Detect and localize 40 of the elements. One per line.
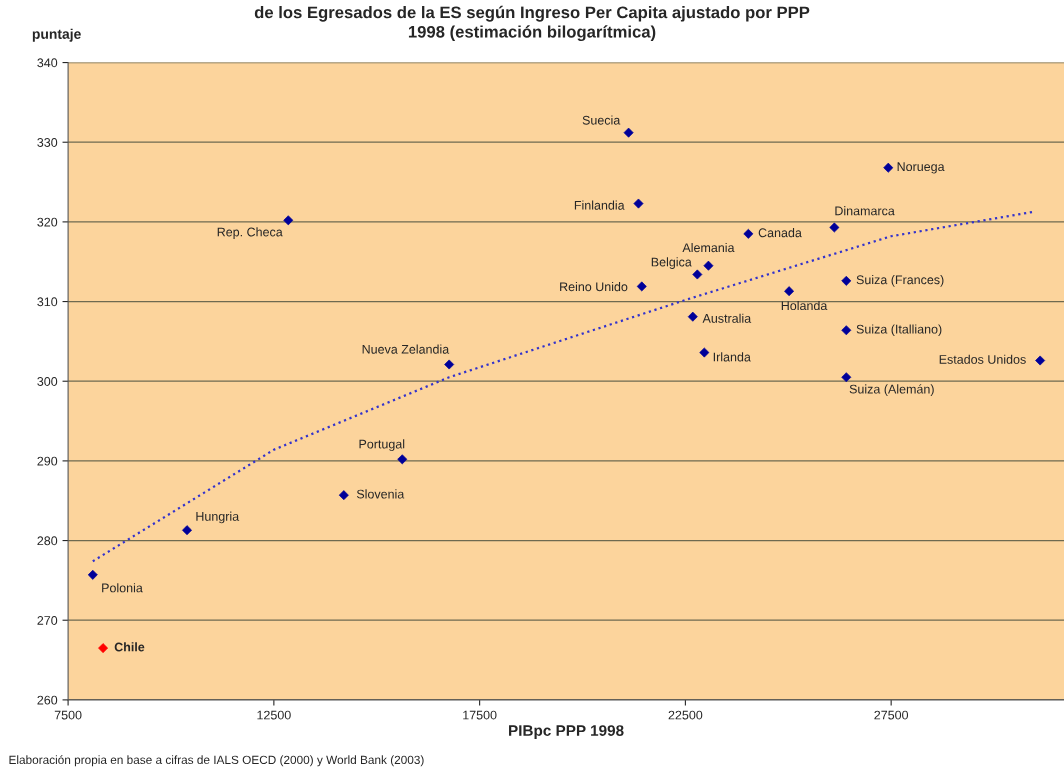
annotation: Holanda (781, 300, 828, 311)
y-tick-label: 320 (37, 217, 58, 227)
y-tick-label: 300 (37, 377, 58, 386)
annotation: Belgica (651, 257, 692, 269)
x-tick-label: 17500 (463, 710, 497, 720)
x-tick-label: 22500 (668, 710, 703, 720)
annotation: Suiza (Frances) (856, 275, 944, 287)
annotation: Alemania (682, 242, 735, 253)
y-tick-label: 270 (37, 616, 58, 625)
annotation: Canada (758, 228, 802, 238)
annotation: Finlandia (574, 200, 625, 210)
x-tick-label: 7500 (54, 710, 82, 720)
annotation: Australia (702, 313, 752, 323)
annotation: Noruega (897, 162, 945, 174)
x-tick-label: 12500 (257, 710, 291, 720)
y-tick-label: 310 (37, 297, 58, 307)
y-tick-label: 290 (37, 456, 58, 466)
x-axis-title: PIBpc PPP 1998 (509, 725, 624, 739)
annotation: Polonia (102, 583, 143, 593)
y-tick-label: 330 (37, 138, 58, 147)
annotation: Reino Unido (560, 281, 628, 292)
annotation: Hungria (196, 511, 240, 524)
annotation: Irlanda (713, 352, 751, 362)
text: Elaboración propia en base a cifras de IALS OECD (2000) y World Bank (2003) (9, 755, 424, 767)
y-tick-label: 280 (37, 536, 58, 546)
annotation: Estados Unidos (939, 354, 1026, 364)
annotation: Rep. Checa (217, 227, 283, 239)
annotation: Nueva Zelandia (362, 344, 450, 354)
x-tick-label: 27500 (874, 710, 909, 720)
annotation: Portugal (359, 439, 405, 451)
annotation: Suiza (Alemán) (849, 384, 934, 396)
annotation: Chile (114, 642, 145, 652)
annotation: Dinamarca (835, 206, 895, 216)
y-axis-title: puntaje (32, 28, 81, 42)
y-tick-label: 340 (37, 58, 58, 68)
annotation: Suecia (582, 115, 621, 125)
annotation: Suiza (Italliano) (856, 324, 942, 337)
chart-title: de los Egresados de la ES según Ingreso Per Capita ajustado por PPP 1998 (estimación bilogarítmica) (254, 5, 810, 42)
y-tick-label: 260 (37, 695, 58, 705)
annotation: Slovenia (356, 489, 405, 499)
